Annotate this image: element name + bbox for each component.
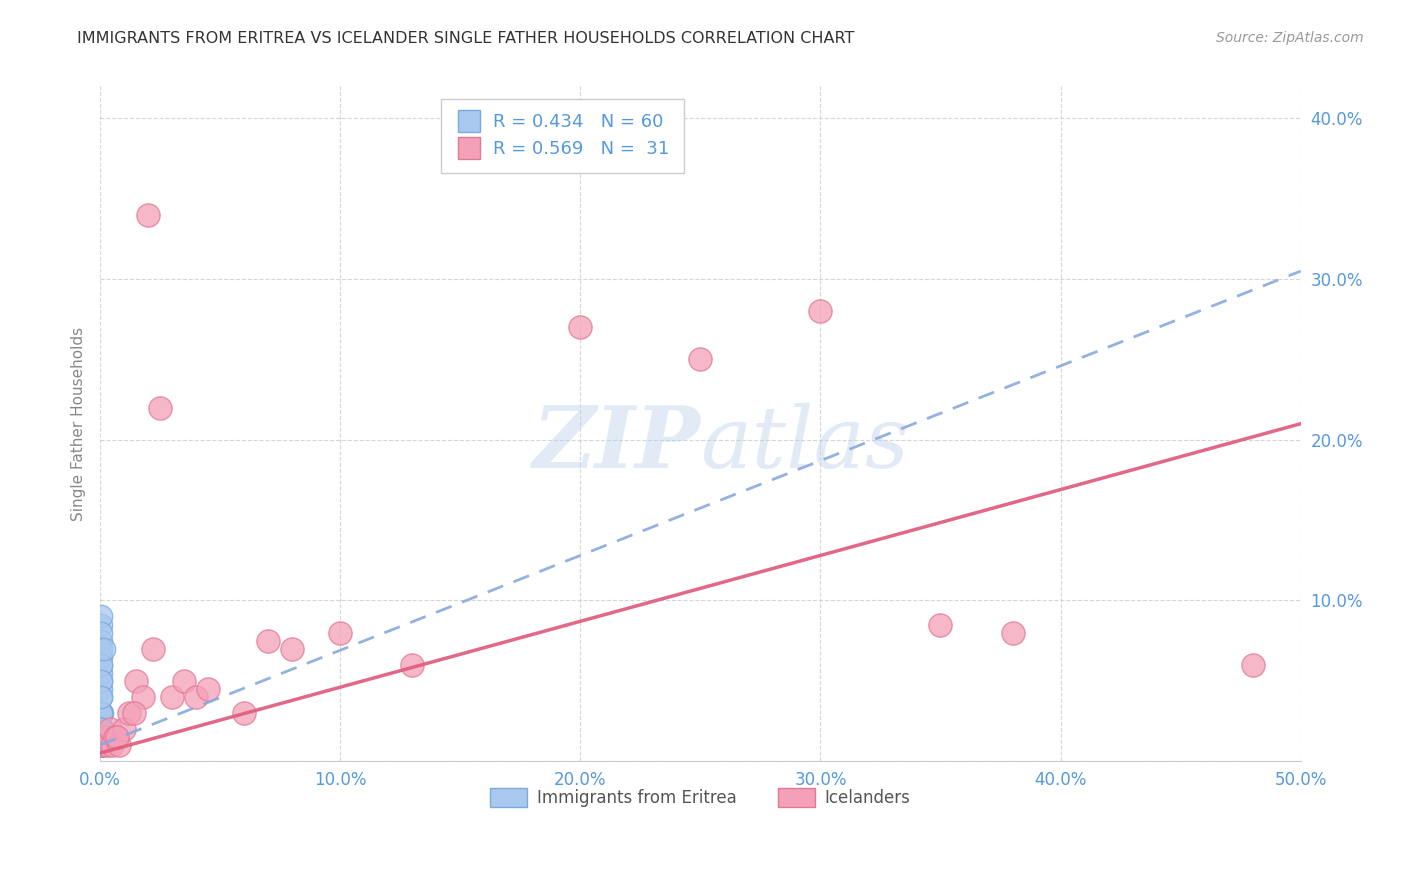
Y-axis label: Single Father Households: Single Father Households — [72, 326, 86, 521]
Point — [90, 722, 112, 736]
Point — [93, 641, 115, 656]
Point — [90, 690, 112, 704]
Point — [98, 722, 121, 736]
Point — [90, 722, 112, 736]
Point — [90, 722, 112, 736]
Point — [90, 738, 112, 752]
Legend: Immigrants from Eritrea, Icelanders: Immigrants from Eritrea, Icelanders — [484, 780, 917, 814]
Point — [90, 657, 112, 672]
Point — [90, 738, 112, 752]
Point — [90, 738, 112, 752]
Point — [197, 681, 219, 696]
Text: ZIP: ZIP — [533, 402, 700, 486]
Point — [90, 657, 112, 672]
Point — [90, 722, 112, 736]
Point — [132, 690, 155, 704]
Point — [233, 706, 256, 720]
Point — [90, 722, 112, 736]
Point — [125, 673, 148, 688]
Point — [149, 401, 172, 415]
Point — [90, 706, 112, 720]
Point — [90, 738, 112, 752]
Point — [329, 625, 352, 640]
Point — [90, 609, 112, 624]
Point — [90, 722, 112, 736]
Point — [112, 722, 135, 736]
Point — [90, 681, 112, 696]
Point — [136, 208, 159, 222]
Point — [929, 617, 952, 632]
Point — [90, 722, 112, 736]
Point — [90, 722, 112, 736]
Point — [142, 641, 165, 656]
Point — [90, 722, 112, 736]
Point — [90, 738, 112, 752]
Point — [90, 617, 112, 632]
Point — [90, 738, 112, 752]
Point — [401, 657, 423, 672]
Point — [90, 738, 112, 752]
Point — [122, 706, 145, 720]
Point — [90, 738, 112, 752]
Point — [90, 738, 112, 752]
Point — [108, 738, 131, 752]
Point — [90, 706, 112, 720]
Point — [91, 722, 114, 736]
Point — [90, 625, 112, 640]
Point — [90, 722, 112, 736]
Point — [90, 738, 112, 752]
Point — [1001, 625, 1024, 640]
Point — [101, 738, 124, 752]
Point — [90, 738, 112, 752]
Text: atlas: atlas — [700, 402, 910, 485]
Point — [90, 722, 112, 736]
Point — [103, 730, 125, 744]
Point — [90, 722, 112, 736]
Point — [90, 706, 112, 720]
Point — [90, 690, 112, 704]
Point — [281, 641, 304, 656]
Point — [90, 738, 112, 752]
Point — [689, 352, 711, 367]
Point — [94, 730, 117, 744]
Point — [91, 738, 114, 752]
Point — [90, 738, 112, 752]
Point — [118, 706, 141, 720]
Point — [90, 738, 112, 752]
Point — [90, 722, 112, 736]
Point — [173, 673, 195, 688]
Text: IMMIGRANTS FROM ERITREA VS ICELANDER SINGLE FATHER HOUSEHOLDS CORRELATION CHART: IMMIGRANTS FROM ERITREA VS ICELANDER SIN… — [77, 31, 855, 46]
Point — [90, 649, 112, 664]
Point — [1241, 657, 1264, 672]
Point — [90, 738, 112, 752]
Point — [810, 304, 832, 318]
Point — [90, 722, 112, 736]
Point — [90, 673, 112, 688]
Point — [90, 738, 112, 752]
Point — [90, 706, 112, 720]
Point — [105, 730, 128, 744]
Point — [90, 673, 112, 688]
Point — [90, 738, 112, 752]
Point — [90, 722, 112, 736]
Point — [90, 633, 112, 648]
Point — [90, 706, 112, 720]
Point — [186, 690, 208, 704]
Point — [90, 641, 112, 656]
Point — [90, 706, 112, 720]
Point — [90, 738, 112, 752]
Point — [90, 706, 112, 720]
Point — [257, 633, 280, 648]
Point — [90, 738, 112, 752]
Point — [569, 320, 592, 334]
Point — [90, 722, 112, 736]
Point — [90, 722, 112, 736]
Point — [160, 690, 183, 704]
Point — [90, 665, 112, 680]
Text: Source: ZipAtlas.com: Source: ZipAtlas.com — [1216, 31, 1364, 45]
Point — [96, 738, 118, 752]
Point — [90, 738, 112, 752]
